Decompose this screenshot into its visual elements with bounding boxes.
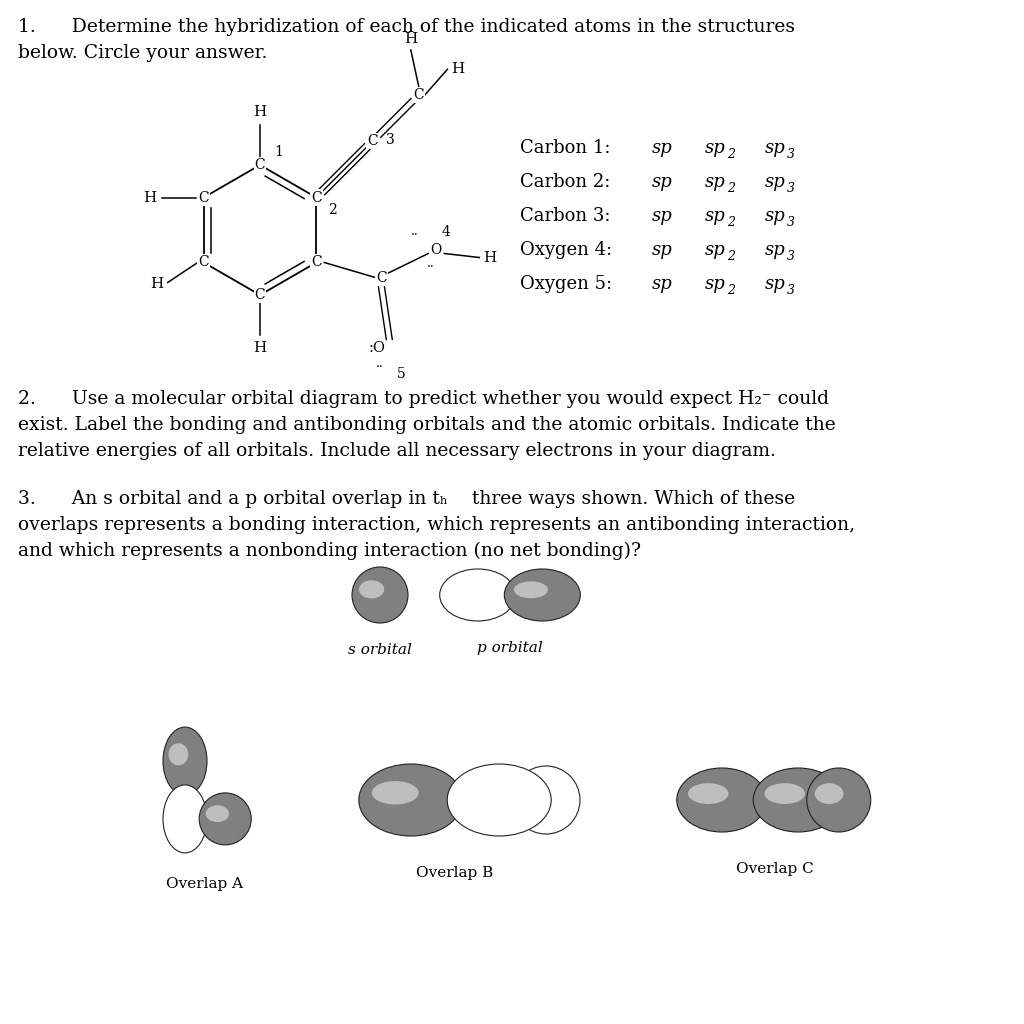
Text: s orbital: s orbital xyxy=(348,643,412,657)
Text: C: C xyxy=(311,190,322,205)
Text: C: C xyxy=(255,158,265,172)
Text: sp: sp xyxy=(705,139,726,157)
Ellipse shape xyxy=(677,768,767,831)
Text: Overlap B: Overlap B xyxy=(417,866,494,880)
Text: sp: sp xyxy=(705,241,726,259)
Text: H: H xyxy=(253,341,266,355)
Text: H: H xyxy=(143,190,157,205)
Text: C: C xyxy=(255,288,265,302)
Text: 3: 3 xyxy=(787,216,795,229)
Text: H: H xyxy=(404,32,418,46)
Ellipse shape xyxy=(358,764,463,836)
Text: 5: 5 xyxy=(397,368,407,382)
Text: 2: 2 xyxy=(727,182,735,196)
Ellipse shape xyxy=(514,582,548,598)
Text: sp: sp xyxy=(765,139,785,157)
Text: 3: 3 xyxy=(386,133,394,146)
Text: exist. Label the bonding and antibonding orbitals and the atomic orbitals. Indic: exist. Label the bonding and antibonding… xyxy=(18,416,836,434)
Text: H: H xyxy=(253,105,266,119)
Text: sp: sp xyxy=(652,241,673,259)
Text: ..: .. xyxy=(376,357,383,370)
Text: 2: 2 xyxy=(727,148,735,162)
Ellipse shape xyxy=(815,783,844,804)
Text: ..: .. xyxy=(411,225,418,238)
Text: Oxygen 4:: Oxygen 4: xyxy=(520,241,612,259)
Text: C: C xyxy=(414,88,424,102)
Ellipse shape xyxy=(765,783,805,804)
Ellipse shape xyxy=(352,567,408,623)
Text: sp: sp xyxy=(765,173,785,191)
Text: 3: 3 xyxy=(787,148,795,162)
Text: ..: .. xyxy=(426,257,434,270)
Text: 2: 2 xyxy=(727,216,735,229)
Ellipse shape xyxy=(439,569,516,621)
Text: C: C xyxy=(376,270,387,285)
Text: relative energies of all orbitals. Include all necessary electrons in your diagr: relative energies of all orbitals. Inclu… xyxy=(18,442,776,460)
Ellipse shape xyxy=(163,727,207,795)
Text: 2: 2 xyxy=(727,285,735,298)
Text: Carbon 1:: Carbon 1: xyxy=(520,139,610,157)
Text: 3: 3 xyxy=(787,182,795,196)
Ellipse shape xyxy=(169,743,188,765)
Text: sp: sp xyxy=(652,139,673,157)
Ellipse shape xyxy=(163,785,207,853)
Text: sp: sp xyxy=(765,241,785,259)
Text: H: H xyxy=(483,251,497,264)
Text: sp: sp xyxy=(705,173,726,191)
Text: Oxygen 5:: Oxygen 5: xyxy=(520,275,612,293)
Text: 2.      Use a molecular orbital diagram to predict whether you would expect H₂⁻ : 2. Use a molecular orbital diagram to pr… xyxy=(18,390,829,408)
Text: overlaps represents a bonding interaction, which represents an antibonding inter: overlaps represents a bonding interactio… xyxy=(18,516,855,534)
Ellipse shape xyxy=(206,805,229,822)
Text: p orbital: p orbital xyxy=(477,641,543,655)
Text: sp: sp xyxy=(765,207,785,225)
Text: and which represents a nonbonding interaction (no net bonding)?: and which represents a nonbonding intera… xyxy=(18,542,641,560)
Text: Overlap C: Overlap C xyxy=(736,862,814,876)
Text: H: H xyxy=(452,62,465,76)
Text: H: H xyxy=(151,278,164,292)
Text: Carbon 3:: Carbon 3: xyxy=(520,207,610,225)
Text: sp: sp xyxy=(765,275,785,293)
Text: 1.      Determine the hybridization of each of the indicated atoms in the struct: 1. Determine the hybridization of each o… xyxy=(18,18,795,36)
Ellipse shape xyxy=(688,783,728,804)
Ellipse shape xyxy=(754,768,843,831)
Text: sp: sp xyxy=(652,275,673,293)
Text: sp: sp xyxy=(652,173,673,191)
Ellipse shape xyxy=(807,768,870,831)
Text: sp: sp xyxy=(652,207,673,225)
Text: sp: sp xyxy=(705,207,726,225)
Text: 2: 2 xyxy=(329,203,337,216)
Text: 1: 1 xyxy=(274,145,283,159)
Text: 3: 3 xyxy=(787,285,795,298)
Text: 4: 4 xyxy=(441,224,451,239)
Text: 3.      An s orbital and a p orbital overlap in tₕ    three ways shown. Which of: 3. An s orbital and a p orbital overlap … xyxy=(18,490,795,508)
Ellipse shape xyxy=(372,781,419,805)
Text: C: C xyxy=(199,256,209,269)
Text: C: C xyxy=(199,190,209,205)
Ellipse shape xyxy=(512,766,580,834)
Text: below. Circle your answer.: below. Circle your answer. xyxy=(18,44,267,62)
Text: Carbon 2:: Carbon 2: xyxy=(520,173,610,191)
Ellipse shape xyxy=(504,569,581,621)
Ellipse shape xyxy=(447,764,551,836)
Text: sp: sp xyxy=(705,275,726,293)
Text: O: O xyxy=(431,243,442,256)
Text: :O: :O xyxy=(369,341,386,354)
Text: 2: 2 xyxy=(727,251,735,263)
Ellipse shape xyxy=(359,581,384,598)
Text: C: C xyxy=(311,256,322,269)
Text: 3: 3 xyxy=(787,251,795,263)
Ellipse shape xyxy=(200,793,251,845)
Text: C: C xyxy=(368,134,378,147)
Text: Overlap A: Overlap A xyxy=(167,877,244,891)
